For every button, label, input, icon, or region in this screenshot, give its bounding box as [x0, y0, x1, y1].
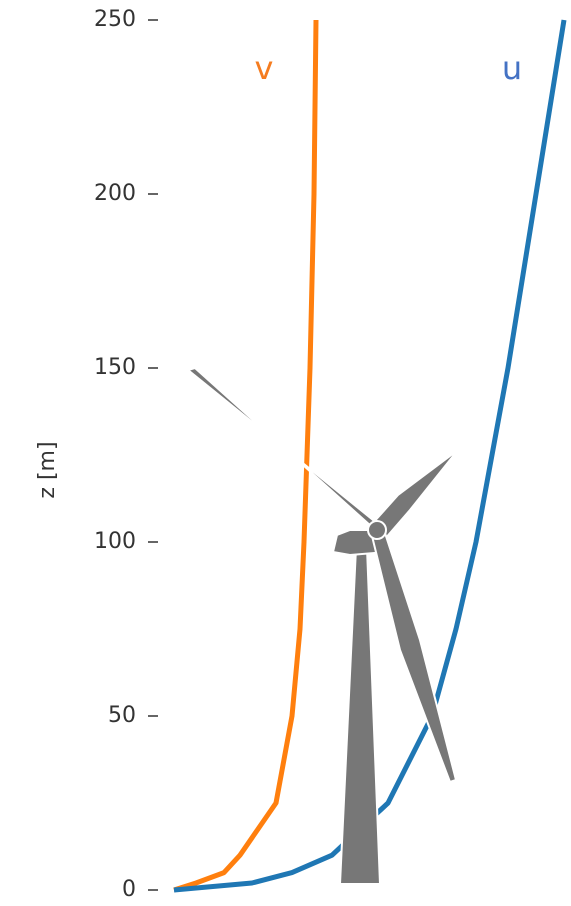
series-label: u	[502, 49, 522, 87]
series-label: v	[255, 49, 274, 87]
tower	[340, 548, 380, 884]
hub	[368, 521, 386, 539]
y-tick-label: 200	[94, 181, 136, 206]
chart: z [m] 0 50 100 150 200 250 v u	[0, 0, 571, 906]
y-tick-label: 150	[94, 355, 136, 380]
turbine	[188, 368, 458, 884]
blade	[372, 530, 456, 782]
blade	[188, 368, 382, 536]
y-axis-label: z [m]	[35, 441, 60, 498]
line	[174, 20, 316, 890]
y-tick-label: 250	[94, 7, 136, 32]
y-tick-label: 100	[94, 529, 136, 554]
y-tick-label: 0	[122, 877, 136, 902]
y-tick-label: 50	[108, 703, 136, 728]
